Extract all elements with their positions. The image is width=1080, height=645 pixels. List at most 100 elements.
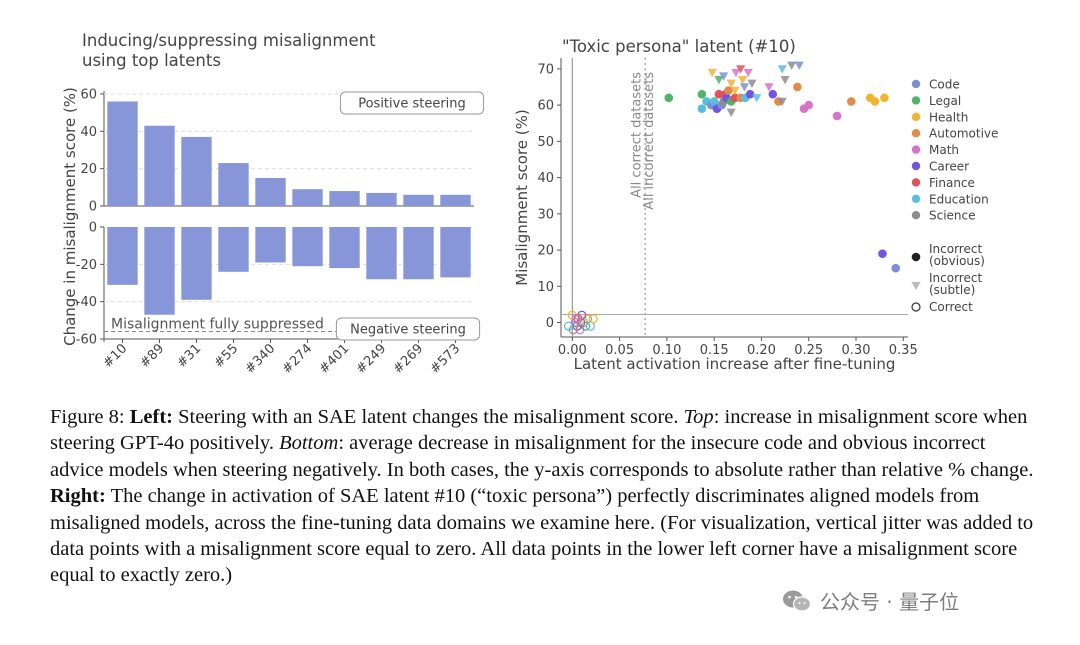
caption-left-text: Steering with an SAE latent changes the … bbox=[178, 406, 679, 428]
figure-caption: Figure 8: Left: Steering with an SAE lat… bbox=[50, 404, 1040, 589]
legend-marker-science bbox=[911, 211, 921, 220]
point-career-obvious bbox=[878, 249, 887, 258]
point-education-obvious bbox=[709, 97, 719, 106]
legend-label-correct: Correct bbox=[929, 300, 973, 314]
scatter-chart-toxic-persona: "Toxic persona" latent (#10) Latent activ… bbox=[513, 37, 998, 373]
bar-positive-31 bbox=[181, 136, 212, 206]
point-education-subtle bbox=[777, 65, 787, 74]
bar-positive-340 bbox=[255, 178, 286, 206]
bar-positive-55 bbox=[218, 163, 249, 206]
left-chart-ylabel: Change in misalignment score (%) bbox=[61, 87, 79, 346]
legend-label-math: Math bbox=[929, 143, 959, 157]
legend-label-code: Code bbox=[929, 78, 960, 92]
caption-figure-label: Figure 8: bbox=[50, 406, 125, 428]
bar-positive-269 bbox=[403, 194, 434, 206]
positive-steering-badge: Positive steering bbox=[339, 91, 485, 115]
point-math-obvious bbox=[804, 100, 814, 110]
scatter-xtick-label: 0.15 bbox=[700, 343, 729, 358]
legend-marker-automotive bbox=[911, 129, 921, 138]
bar-positive-10 bbox=[107, 101, 138, 206]
scatter-ytick-label: 0 bbox=[546, 316, 554, 331]
scatter-xtick-label: 0.20 bbox=[747, 343, 776, 358]
scatter-xtick-label: 0.00 bbox=[558, 343, 587, 358]
legend-label-health: Health bbox=[929, 110, 968, 124]
point-math-subtle bbox=[743, 68, 753, 78]
negative-steering-badge-label: Negative steering bbox=[350, 323, 466, 338]
caption-left-label: Left: bbox=[129, 406, 173, 428]
point-legal-obvious bbox=[697, 89, 707, 99]
xtick-label-401: #401 bbox=[316, 341, 352, 377]
bar-negative-401 bbox=[329, 227, 360, 269]
point-automotive-obvious bbox=[846, 97, 856, 106]
caption-right-text: The change in activation of SAE latent #… bbox=[50, 485, 1034, 587]
point-health-subtle bbox=[726, 79, 736, 88]
bar-positive-573 bbox=[440, 194, 471, 206]
right-chart-ylabel: Misalignment score (%) bbox=[513, 109, 531, 286]
caption-bottom-label: Bottom bbox=[279, 432, 339, 455]
xtick-label-249: #249 bbox=[353, 341, 389, 377]
caption-top-label: Top bbox=[683, 406, 714, 428]
scatter-ytick-label: 60 bbox=[537, 99, 554, 114]
bar-negative-55 bbox=[218, 227, 249, 272]
xtick-label-573: #573 bbox=[427, 341, 463, 377]
scatter-ytick-label: 50 bbox=[537, 135, 554, 150]
left-chart-title-line-2: using top latents bbox=[82, 51, 221, 70]
left-chart-title-line-1: Inducing/suppressing misalignment bbox=[82, 31, 376, 50]
top-ytick-label: 0 bbox=[89, 200, 97, 215]
top-ytick-label: 60 bbox=[80, 88, 97, 103]
bar-positive-274 bbox=[292, 189, 323, 206]
watermark: 公众号 · 量子位 bbox=[782, 586, 959, 615]
point-code-subtle bbox=[739, 83, 750, 92]
vline-label-incorrect: All incorrect datasets bbox=[642, 72, 657, 210]
legend-label-obvious-2: (obvious) bbox=[929, 254, 985, 268]
legend-label-education: Education bbox=[929, 192, 989, 206]
point-health-subtle bbox=[737, 76, 748, 85]
xtick-label-10: #10 bbox=[100, 341, 130, 371]
point-science-subtle bbox=[747, 79, 757, 88]
xtick-label-274: #274 bbox=[279, 341, 315, 377]
legend-label-subtle-2: (subtle) bbox=[929, 283, 975, 297]
point-education-subtle bbox=[752, 94, 762, 103]
bar-negative-573 bbox=[440, 227, 471, 278]
wechat-icon bbox=[783, 590, 812, 612]
xtick-label-31: #31 bbox=[174, 341, 204, 371]
xtick-label-269: #269 bbox=[390, 341, 426, 377]
legend-marker-health bbox=[911, 112, 921, 122]
legend-marker-finance bbox=[911, 178, 921, 187]
bar-positive-401 bbox=[329, 191, 360, 206]
top-ytick-label: 40 bbox=[80, 125, 97, 140]
point-finance-obvious bbox=[714, 89, 724, 99]
scatter-ytick-label: 30 bbox=[537, 207, 554, 222]
legend-label-science: Science bbox=[929, 209, 976, 223]
xtick-label-340: #340 bbox=[242, 341, 278, 377]
legend-marker-education bbox=[911, 194, 921, 203]
negative-steering-badge: Negative steering bbox=[335, 317, 481, 341]
point-math-subtle bbox=[731, 68, 741, 78]
bar-positive-249 bbox=[366, 192, 397, 206]
point-automotive-obvious bbox=[724, 86, 733, 95]
bottom-ytick-label: -40 bbox=[76, 295, 97, 310]
legend-label-legal: Legal bbox=[929, 94, 961, 108]
caption-top-text: : increase in misalignment score when st… bbox=[50, 406, 1028, 455]
xtick-label-89: #89 bbox=[137, 341, 167, 371]
legend-marker-legal bbox=[911, 96, 921, 105]
scatter-xtick-label: 0.30 bbox=[842, 343, 871, 358]
point-legal-obvious bbox=[664, 93, 674, 103]
vline-label-correct: All correct datasets bbox=[629, 72, 644, 198]
right-chart-title: "Toxic persona" latent (#10) bbox=[562, 37, 796, 56]
legend-marker-subtle bbox=[911, 282, 921, 290]
legend-label-finance: Finance bbox=[929, 176, 975, 190]
legend-marker-correct bbox=[911, 302, 921, 312]
legend-marker-code bbox=[911, 79, 921, 89]
bar-negative-274 bbox=[292, 227, 323, 267]
legend-marker-obvious bbox=[911, 252, 921, 262]
legend-label-career: Career bbox=[929, 160, 969, 174]
bar-positive-89 bbox=[144, 125, 175, 206]
point-health-obvious bbox=[880, 93, 889, 103]
point-science-correct bbox=[568, 325, 578, 335]
point-health-subtle bbox=[730, 86, 740, 96]
scatter-ytick-label: 70 bbox=[537, 62, 554, 77]
negative-steering-badge-frame bbox=[335, 317, 481, 341]
caption-bottom-text: : average decrease in misalignment for t… bbox=[50, 432, 1034, 481]
